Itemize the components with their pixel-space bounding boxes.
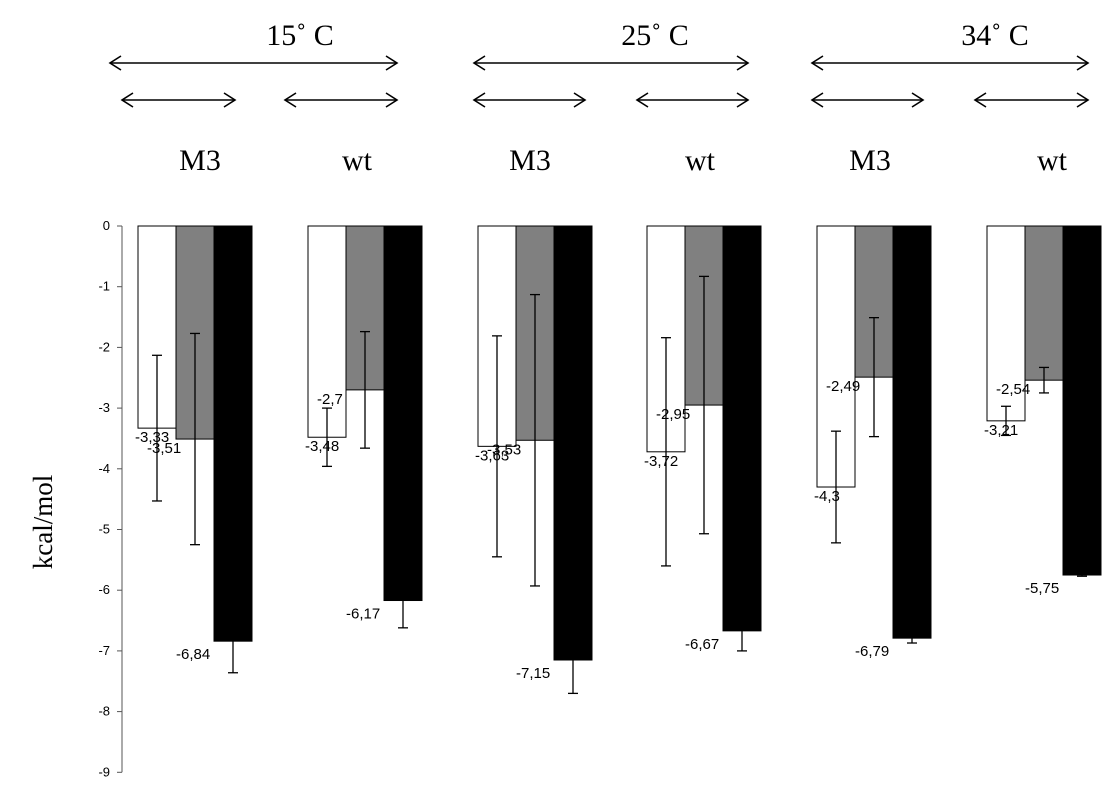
error-bar (190, 332, 200, 546)
subgroup-label: wt (685, 144, 716, 177)
error-bar (1077, 573, 1087, 577)
subgroup-span-arrow (472, 92, 587, 108)
y-tick-label: -7 (98, 643, 110, 658)
subgroup-label: M3 (509, 144, 551, 177)
temperature-span-arrow (810, 55, 1090, 71)
error-bar (737, 610, 747, 652)
error-bar (492, 335, 502, 558)
error-bar (228, 608, 238, 674)
error-bar (152, 354, 162, 502)
y-tick-label: -5 (98, 522, 110, 537)
bar (1062, 225, 1102, 576)
bar (383, 225, 423, 602)
y-tick-label: -9 (98, 764, 110, 779)
data-label: -6,17 (346, 606, 380, 623)
bar (213, 225, 253, 642)
data-label: -3,72 (644, 453, 678, 470)
temperature-label: 15˚ C (266, 19, 334, 52)
error-bar (699, 275, 709, 535)
y-tick-label: 0 (103, 218, 110, 233)
temperature-label: 34˚ C (961, 19, 1029, 52)
subgroup-span-arrow (973, 92, 1090, 108)
y-axis-label: kcal/mol (28, 475, 58, 569)
data-label: -2,95 (656, 406, 690, 423)
data-label: -2,7 (317, 391, 343, 408)
data-label: -2,49 (826, 378, 860, 395)
y-tick-label: -2 (98, 339, 110, 354)
y-tick-label: -8 (98, 704, 110, 719)
y-tick-label: -3 (98, 400, 110, 415)
error-bar (661, 337, 671, 567)
data-label: -3,51 (147, 440, 181, 457)
error-bar (1039, 366, 1049, 394)
y-tick-label: -4 (98, 461, 110, 476)
data-label: -3,48 (305, 438, 339, 455)
data-label: -3,21 (984, 422, 1018, 439)
temperature-label: 25˚ C (621, 19, 689, 52)
data-label: -4,3 (814, 488, 840, 505)
group-headers: 15˚ C 25˚ C 34˚ C M3 wt M3 wt M3 wt (108, 19, 1090, 177)
data-label: -6,79 (855, 643, 889, 660)
subgroup-span-arrow (283, 92, 399, 108)
subgroup-label: M3 (849, 144, 891, 177)
temperature-span-arrow (108, 55, 399, 71)
error-bar (831, 430, 841, 544)
data-label: -6,84 (176, 646, 210, 663)
bar (986, 225, 1026, 422)
error-bar (907, 632, 917, 644)
temperature-span-arrow (472, 55, 750, 71)
bars (137, 225, 1102, 695)
error-bar (869, 317, 879, 438)
y-tick-label: -6 (98, 582, 110, 597)
error-bar (322, 407, 332, 468)
bar (722, 225, 762, 632)
bar (892, 225, 932, 639)
subgroup-label: wt (1037, 144, 1068, 177)
y-tick-label: -1 (98, 279, 110, 294)
data-label: -3,53 (487, 441, 521, 458)
data-label: -5,75 (1025, 580, 1059, 597)
data-label: -6,67 (685, 636, 719, 653)
subgroup-label: wt (342, 144, 373, 177)
bar (1024, 225, 1064, 381)
subgroup-span-arrow (635, 92, 750, 108)
data-label: -3,33 (135, 429, 169, 446)
error-bar (530, 293, 540, 587)
subgroup-span-arrow (120, 92, 237, 108)
data-label: -2,54 (996, 381, 1030, 398)
bar (307, 225, 347, 438)
subgroup-label: M3 (179, 144, 221, 177)
subgroup-span-arrow (810, 92, 925, 108)
data-labels: -3,33-3,51 -6,84 -3,48 -2,7 -6,17 -3,63-3,53 -… (135, 378, 1059, 682)
data-label: -7,15 (516, 665, 550, 682)
error-bar (1001, 405, 1011, 437)
error-bar (398, 572, 408, 629)
error-bar (568, 625, 578, 695)
data-label: -3,63 (475, 447, 509, 464)
error-bar (360, 330, 370, 449)
y-axis: 0 -1 -2 -3 -4 -5 -6 -7 -8 -9 (98, 218, 123, 779)
bar (553, 225, 593, 661)
